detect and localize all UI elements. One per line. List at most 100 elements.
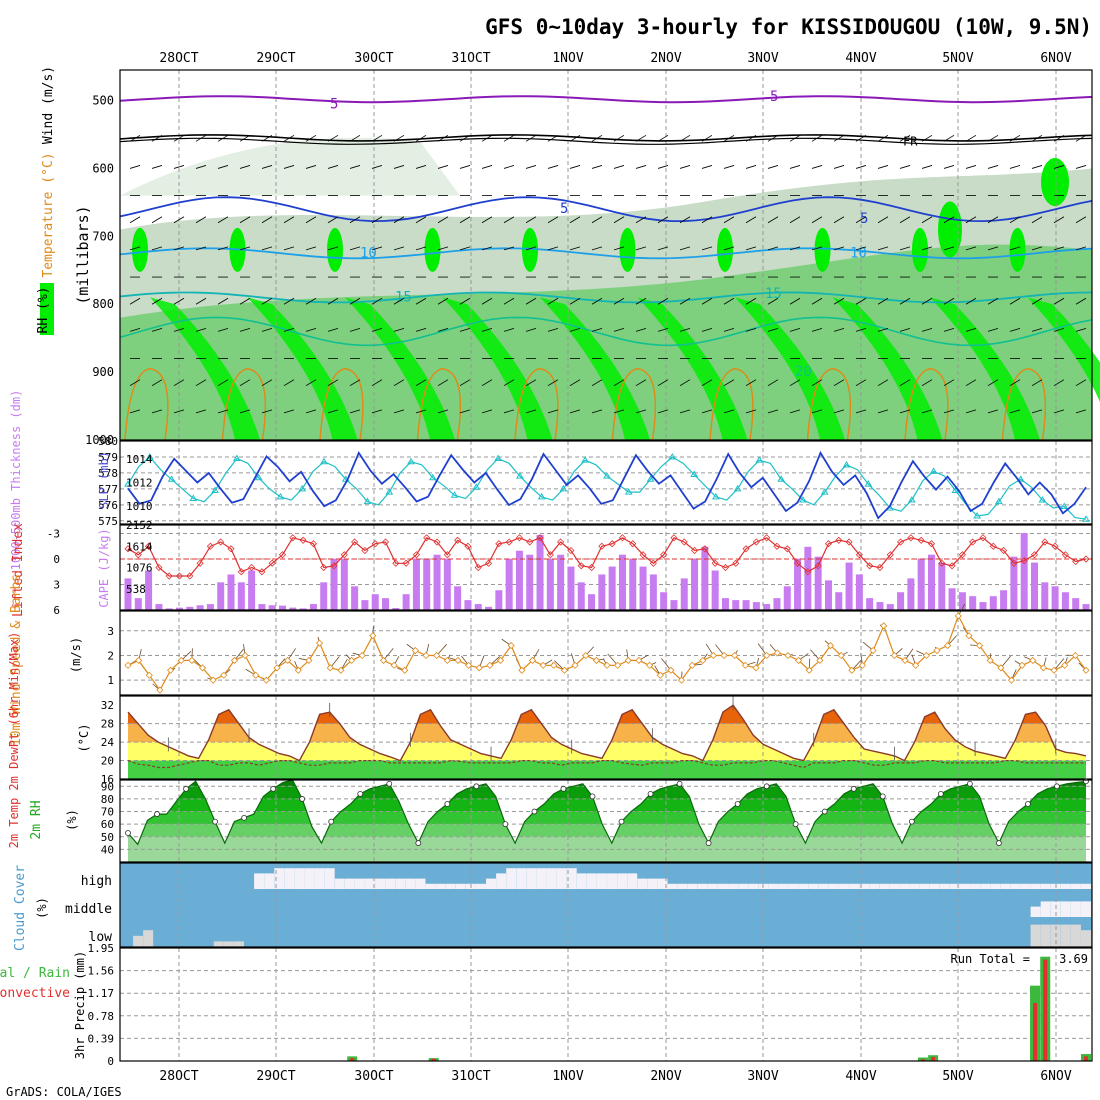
wind-barb xyxy=(173,165,185,169)
date-label-bottom: 1NOV xyxy=(552,1069,583,1084)
wind-barb xyxy=(547,216,559,224)
li-marker xyxy=(495,540,503,548)
wind-marker xyxy=(986,656,994,664)
cape-bar xyxy=(824,580,832,610)
li-marker xyxy=(1061,551,1069,559)
cape-bar xyxy=(907,578,915,610)
li-marker xyxy=(443,551,451,559)
li-marker xyxy=(371,540,379,548)
thickness-marker xyxy=(668,452,677,460)
thickness-marker xyxy=(690,470,698,478)
thickness-marker xyxy=(711,492,720,500)
wind-barb xyxy=(943,246,955,251)
wind-barb xyxy=(1053,134,1065,142)
wind-barb xyxy=(723,216,735,224)
cape-bar xyxy=(979,602,987,610)
wind-barb xyxy=(745,297,757,305)
precip-tick: 0.78 xyxy=(88,1010,115,1023)
wind-marker xyxy=(763,651,771,660)
wind-marker xyxy=(688,661,696,669)
wind-marker xyxy=(550,661,558,669)
cape-bar xyxy=(773,598,781,610)
li-marker xyxy=(248,563,256,572)
temp-15-contour xyxy=(119,291,1093,304)
li-marker xyxy=(835,536,843,544)
thickness-marker xyxy=(537,492,546,500)
wind-barb xyxy=(877,327,889,332)
wind-barb xyxy=(635,409,647,414)
cape-bar xyxy=(711,570,719,610)
wind-barb xyxy=(459,246,471,251)
upper-label-rh: RH (%) xyxy=(36,287,51,334)
wind-marker xyxy=(731,651,739,660)
wind-marker xyxy=(901,656,909,664)
temp-25-contour xyxy=(221,367,267,441)
wind-barb xyxy=(1031,246,1043,251)
cape-bar xyxy=(691,558,699,610)
cape-bar xyxy=(526,554,534,610)
wind-barb xyxy=(921,165,933,169)
cloud-gap xyxy=(254,873,265,889)
cape-bar xyxy=(289,607,297,610)
wind-barb xyxy=(349,327,361,332)
wind-barb xyxy=(1009,134,1021,142)
rh-marker xyxy=(444,801,451,807)
temp-25-contour xyxy=(1001,367,1047,441)
wind-barb xyxy=(173,216,185,224)
wind-barb xyxy=(1009,165,1021,169)
wind-barb xyxy=(1053,409,1065,414)
li-marker xyxy=(1010,559,1018,567)
wind-barb xyxy=(151,409,163,414)
cloud-gap xyxy=(849,883,860,889)
cape-bar xyxy=(361,600,369,610)
li-marker xyxy=(855,551,863,559)
cloud-gap xyxy=(1060,924,1071,947)
wind-barb xyxy=(789,216,801,224)
wind-barb xyxy=(943,216,955,224)
cape-bar xyxy=(546,558,554,610)
cape-bar xyxy=(536,534,544,610)
contour-label: 5 xyxy=(770,89,778,105)
cape-bar xyxy=(351,586,359,610)
contour-label: 5 xyxy=(330,97,338,113)
wind-barb xyxy=(415,379,427,387)
wind-barb xyxy=(327,165,339,169)
cape-bar xyxy=(145,570,153,610)
cloud-gap xyxy=(1070,924,1081,947)
li-marker xyxy=(217,538,225,546)
cloud-gap xyxy=(1030,906,1041,917)
wind-marker xyxy=(677,676,686,684)
wind-barb xyxy=(899,246,911,251)
cloud-gap xyxy=(385,878,396,889)
li-marker xyxy=(268,559,276,567)
thickness-marker xyxy=(211,486,219,493)
precip-panel: 1.95 1.56 1.17 0.78 0.39 0 Run Total = 3.69 xyxy=(88,942,1093,1068)
wind-marker xyxy=(922,651,930,660)
wind-barb xyxy=(833,216,845,224)
wind-barb xyxy=(217,409,229,414)
wind-marker xyxy=(294,666,302,674)
wind-barb xyxy=(855,297,867,305)
wind-barb xyxy=(305,165,317,169)
wind-barb xyxy=(965,134,977,142)
wind-barb xyxy=(151,327,163,332)
rh-core-low xyxy=(930,297,1040,440)
li-marker xyxy=(464,542,472,550)
cloud-gap xyxy=(959,883,970,889)
temp-20-contour xyxy=(119,316,1093,347)
wind-marker xyxy=(496,656,505,664)
wind-barb xyxy=(195,165,207,169)
wind-marker xyxy=(816,656,824,664)
thickness-tick: 576 xyxy=(98,499,118,512)
run-total-label: Run Total = xyxy=(951,952,1030,966)
wind-barb xyxy=(987,216,999,224)
wind-barb xyxy=(415,246,427,251)
li-marker xyxy=(536,534,544,542)
rh-marker xyxy=(415,840,422,846)
cape-bar xyxy=(124,578,132,610)
wind-barb xyxy=(833,327,845,332)
wind-barb xyxy=(591,409,603,414)
wind-marker xyxy=(795,656,803,664)
cape-bar xyxy=(660,592,668,610)
wind-barb xyxy=(899,327,911,332)
